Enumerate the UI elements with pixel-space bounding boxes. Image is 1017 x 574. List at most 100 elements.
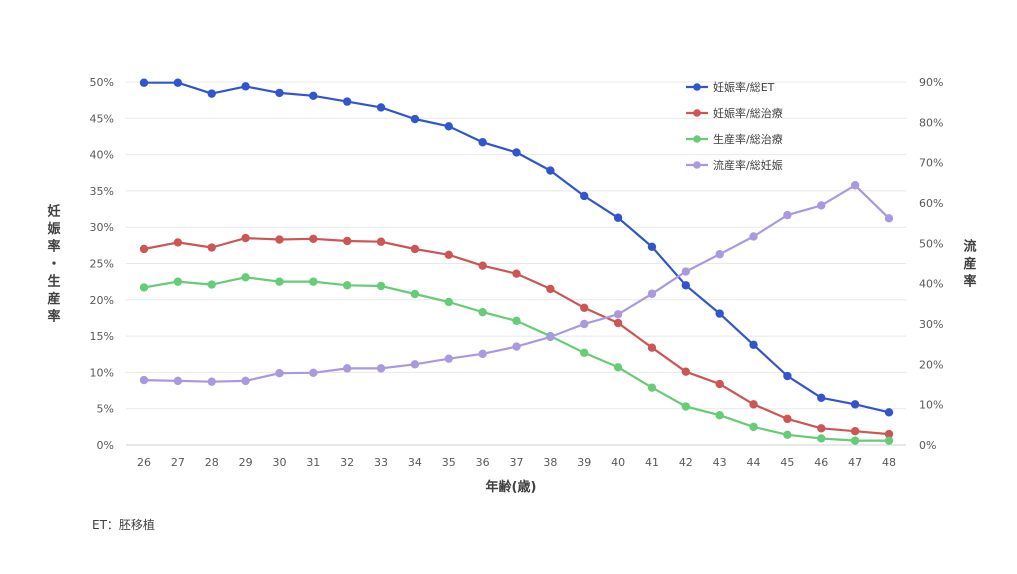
right-tick-label: 50% — [919, 237, 943, 250]
x-tick-label: 28 — [205, 456, 219, 469]
data-point — [884, 436, 894, 445]
right-tick-label: 40% — [919, 278, 943, 291]
data-point — [139, 244, 149, 254]
axis-title-char: 率 — [47, 239, 60, 255]
series-3 — [139, 273, 894, 445]
legend-label: 流産率/総妊娠 — [713, 158, 783, 172]
data-point — [884, 408, 894, 417]
x-tick-label: 44 — [747, 456, 761, 469]
left-tick-label: 20% — [90, 294, 114, 307]
x-tick-label: 32 — [340, 456, 354, 469]
data-point — [512, 342, 521, 351]
legend-swatch-marker — [693, 135, 701, 143]
data-point — [715, 309, 724, 318]
data-point — [410, 289, 420, 299]
data-point — [207, 243, 216, 252]
legend-swatch-marker — [693, 83, 701, 91]
data-point — [173, 376, 183, 386]
axis-title-char: 率 — [963, 274, 976, 290]
series-2 — [139, 233, 894, 439]
x-tick-label: 40 — [611, 456, 625, 469]
data-point — [546, 284, 555, 294]
right-axis-title: 流産率 — [963, 239, 976, 290]
left-tick-label: 40% — [90, 149, 114, 162]
data-point — [613, 213, 623, 222]
data-point — [275, 88, 284, 98]
right-tick-label: 0% — [919, 439, 936, 452]
data-point — [139, 283, 149, 292]
left-axis-title: 妊娠率・生産率 — [47, 204, 61, 325]
x-tick-label: 27 — [171, 456, 185, 469]
data-point — [850, 427, 860, 436]
axis-title-char: ・ — [47, 257, 60, 272]
right-tick-label: 10% — [919, 399, 943, 412]
x-tick-label: 41 — [645, 456, 659, 469]
data-point — [444, 297, 453, 307]
axis-title-char: 娠 — [47, 221, 61, 237]
legend-item: 流産率/総妊娠 — [686, 158, 783, 172]
data-point — [444, 250, 453, 259]
grid-layer — [126, 81, 906, 446]
data-point — [207, 280, 216, 289]
legend-swatch-marker — [693, 161, 701, 169]
right-axis-ticks: 0% 10% 20% 30% 40% 50% 60% 70% 80% 90% — [919, 76, 943, 452]
data-point — [783, 430, 792, 440]
left-tick-label: 35% — [90, 185, 114, 198]
left-tick-label: 45% — [90, 112, 114, 125]
data-point — [681, 281, 691, 290]
data-point — [342, 236, 352, 246]
data-point — [613, 363, 623, 372]
axis-title-char: 産 — [963, 256, 976, 272]
left-tick-label: 0% — [97, 439, 114, 452]
left-tick-label: 15% — [90, 330, 114, 343]
data-point — [850, 181, 860, 190]
data-point — [207, 89, 216, 98]
data-point — [241, 376, 250, 386]
data-point — [478, 349, 487, 359]
x-tick-label: 43 — [713, 456, 727, 469]
data-point — [546, 332, 555, 342]
data-point — [241, 273, 250, 282]
data-point — [715, 250, 724, 259]
data-point — [309, 368, 318, 378]
data-point — [681, 402, 691, 411]
right-tick-label: 70% — [919, 157, 943, 170]
data-point — [275, 369, 284, 378]
x-tick-label: 35 — [442, 456, 456, 469]
data-point — [512, 316, 521, 326]
data-point — [478, 307, 487, 317]
x-tick-label: 36 — [476, 456, 490, 469]
right-tick-label: 80% — [919, 116, 943, 129]
data-point — [817, 393, 826, 403]
axis-title-char: 流 — [963, 239, 976, 255]
data-point — [173, 277, 183, 286]
data-point — [613, 310, 623, 319]
axis-title-char: 産 — [47, 291, 60, 307]
x-tick-label: 30 — [272, 456, 286, 469]
legend-item: 妊娠率/総治療 — [686, 106, 783, 120]
data-point — [580, 191, 589, 201]
x-tick-label: 37 — [510, 456, 524, 469]
data-point — [444, 122, 453, 131]
series-layer — [139, 78, 894, 445]
data-point — [647, 383, 657, 392]
left-axis-ticks: 0% 5% 10% 15% 20% 25% 30% 35% 40% 45% 50% — [90, 76, 114, 452]
data-point — [512, 269, 521, 278]
axis-title-char: 生 — [47, 274, 60, 290]
right-tick-label: 30% — [919, 318, 943, 331]
data-point — [647, 289, 657, 298]
axis-title-char: 率 — [47, 309, 60, 325]
x-tick-label: 33 — [374, 456, 388, 469]
data-point — [783, 414, 792, 424]
data-point — [376, 103, 386, 112]
data-point — [817, 424, 826, 433]
left-tick-label: 25% — [90, 258, 114, 271]
data-point — [749, 340, 758, 350]
data-point — [478, 261, 487, 270]
series-line — [142, 276, 891, 442]
data-point — [444, 354, 453, 363]
data-point — [376, 281, 386, 291]
